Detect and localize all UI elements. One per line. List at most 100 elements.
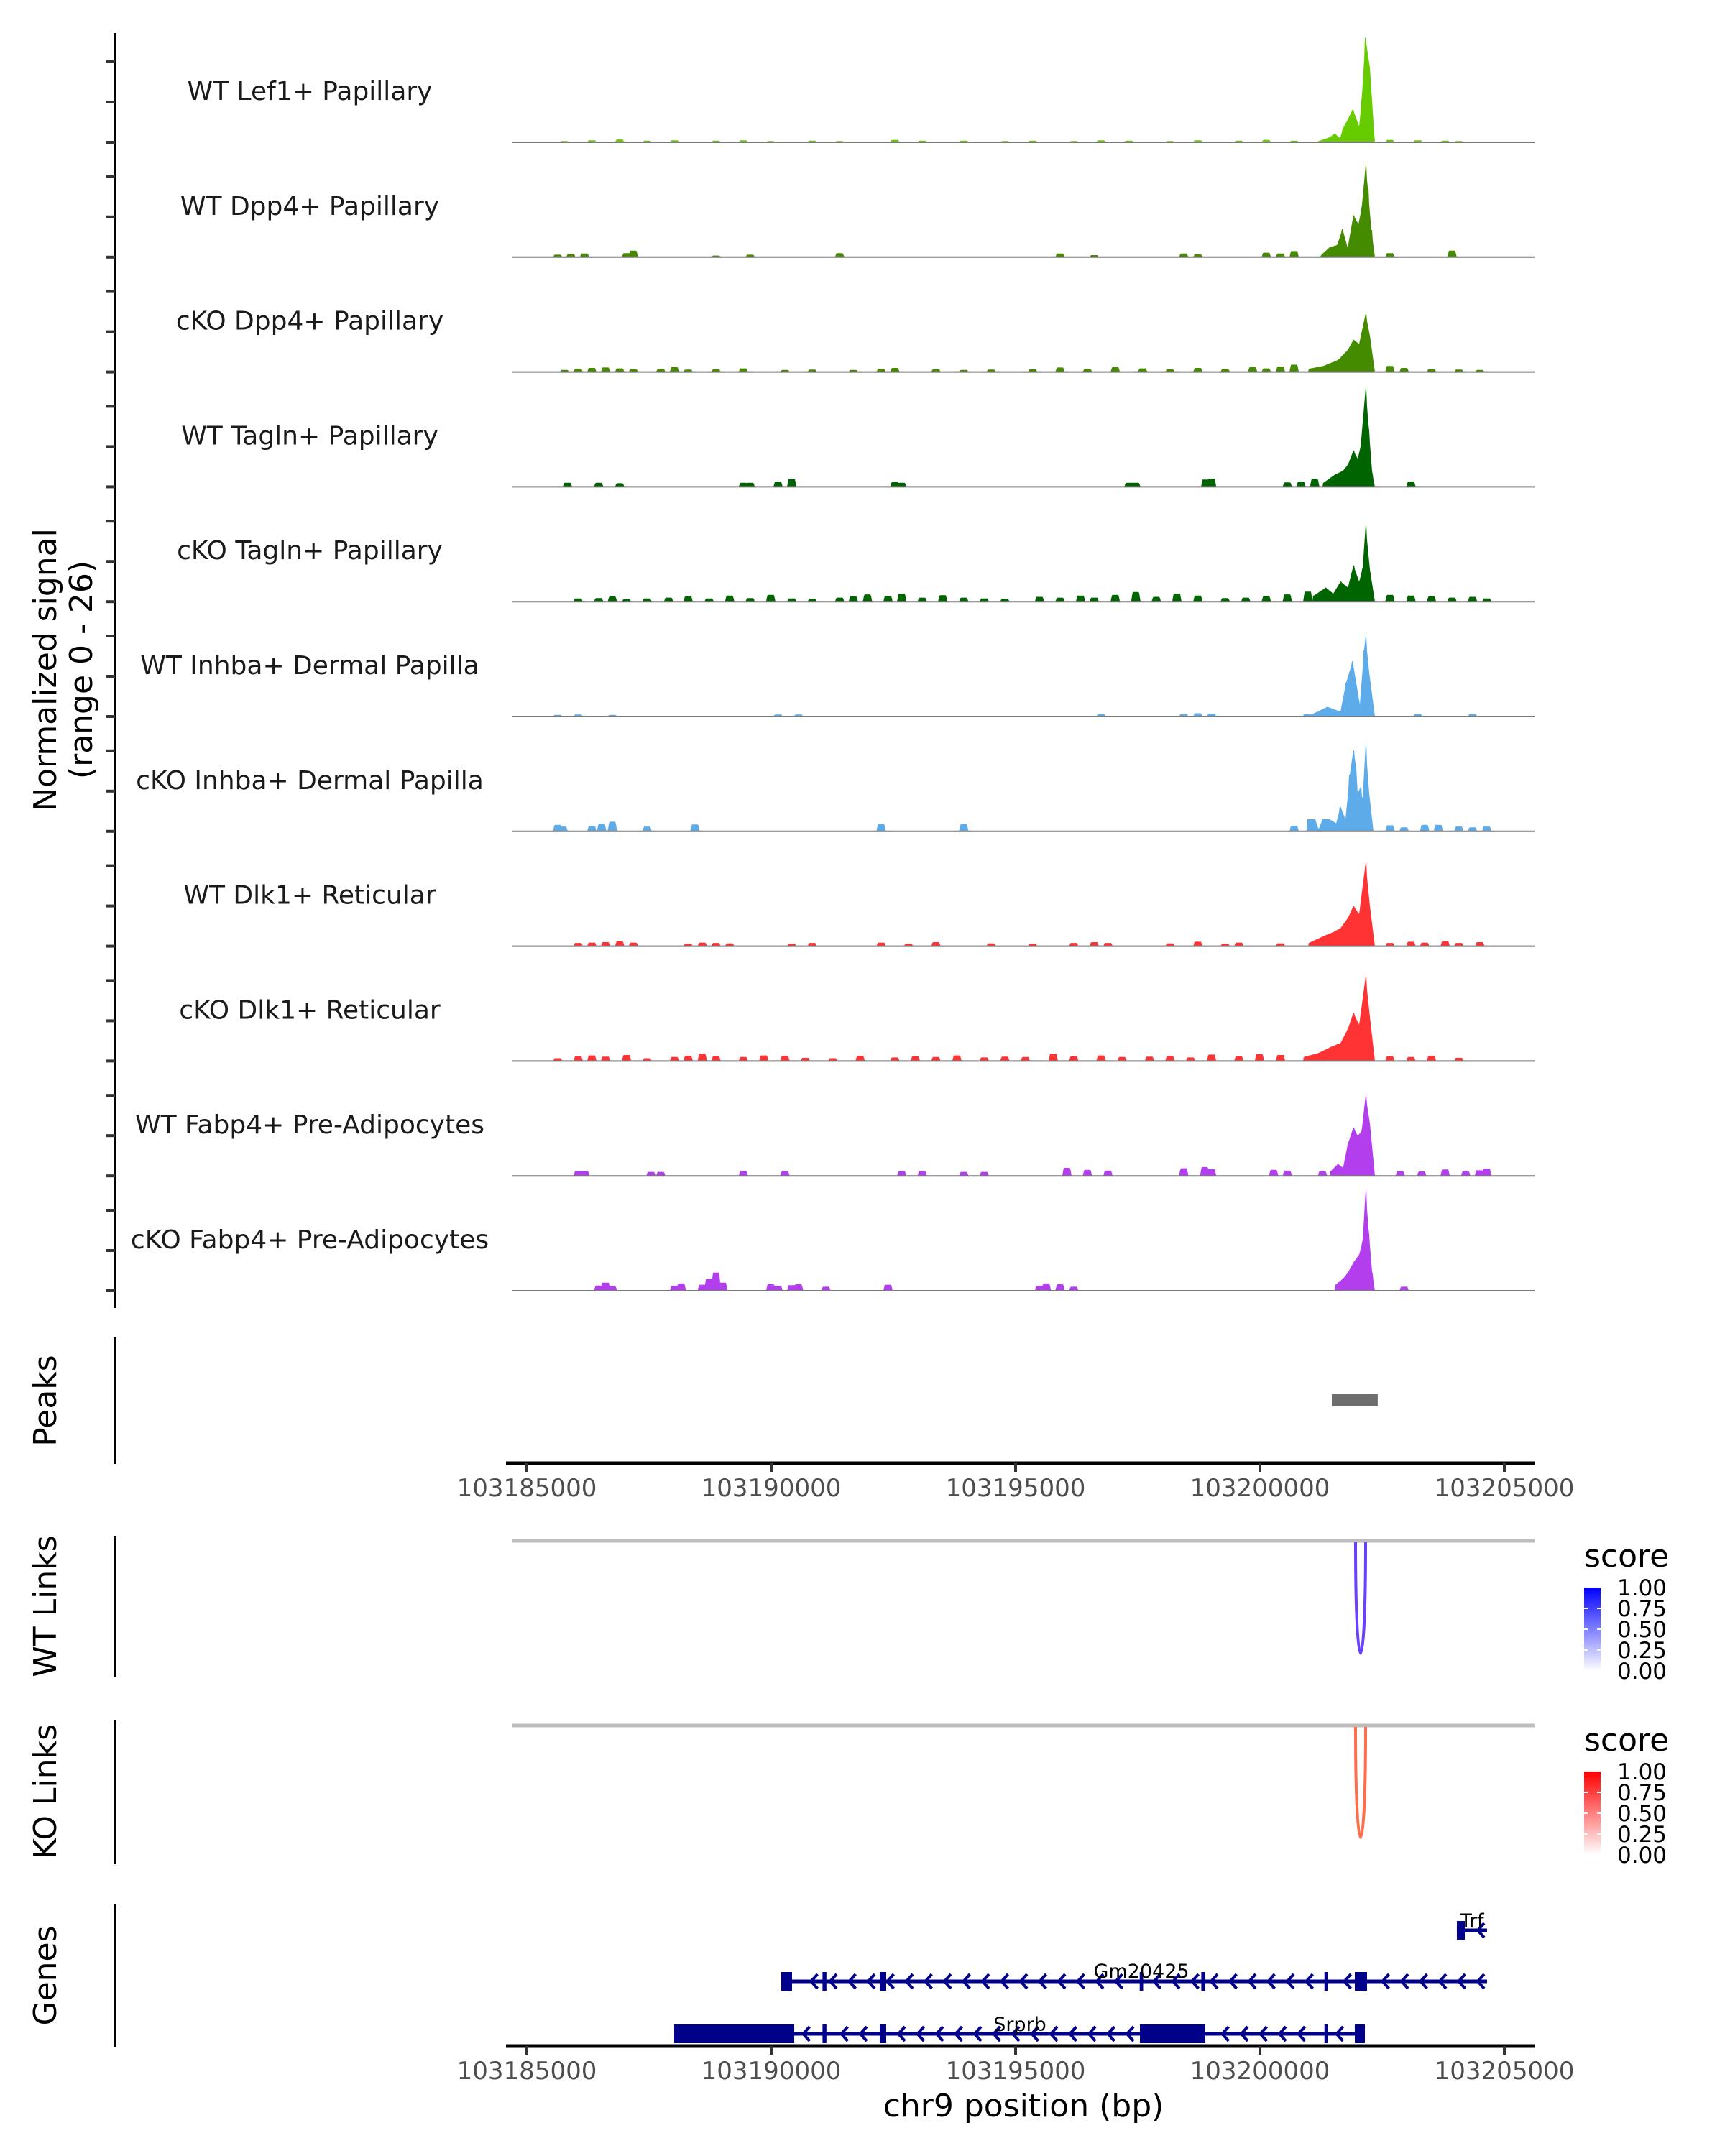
gene-exon [1354,1972,1367,1991]
strand-chevron-icon [1105,2025,1116,2042]
strand-chevron-icon [1380,1973,1390,1990]
legend-tick-label: 1.00 [1617,1759,1667,1785]
strand-chevron-icon [839,2025,849,2042]
x-axis-title: chr9 position (bp) [883,2088,1164,2124]
x-tick-label: 103205000 [1435,2057,1575,2086]
signal-area [512,525,1535,602]
signal-area [512,862,1535,946]
legend-tick-label: 0.00 [1617,1843,1667,1869]
legend-tick-label: 0.75 [1617,1780,1667,1806]
gene-exon [1139,1972,1144,1991]
strand-chevron-icon [1220,2025,1230,2042]
strand-chevron-icon [896,2025,906,2042]
signal-track: WT Inhba+ Dermal Papilla [106,635,1535,718]
strand-chevron-icon [1190,1973,1200,1990]
strand-chevron-icon [858,2025,868,2042]
strand-chevron-icon [801,2025,811,2042]
strand-chevron-icon [866,1973,876,1990]
x-axis-bottom: chr9 position (bp) 103185000 103190000 103… [457,2044,1575,2124]
signal-area [512,37,1535,143]
strand-chevron-icon [885,1973,895,1990]
legend-tick-label: 0.50 [1617,1801,1667,1827]
gene-model: Srprb [674,2014,1365,2043]
strand-chevron-icon [915,2025,925,2042]
x-tick-label: 103205000 [1435,1474,1575,1503]
strand-chevron-icon [1075,1973,1085,1990]
strand-chevron-icon [1285,1973,1295,1990]
signal-area [512,1190,1535,1291]
signal-track: cKO Dpp4+ Papillary [106,290,1535,374]
legend-tick-label: 0.50 [1617,1617,1667,1643]
gene-exon [822,1972,827,1991]
strand-chevron-icon [942,1973,952,1990]
strand-chevron-icon [934,2025,944,2042]
strand-chevron-icon [1296,2025,1306,2042]
signal-area [512,636,1535,717]
strand-chevron-icon [1125,2025,1135,2042]
gene-exon [879,1972,887,1991]
strand-chevron-icon [847,1973,857,1990]
strand-chevron-icon [1476,1973,1486,1990]
signal-track: WT Dpp4+ Papillary [106,165,1535,259]
signal-area [512,976,1535,1061]
legend-tick-label: 1.00 [1617,1575,1667,1601]
peaks-panel: Peaks [27,1337,1378,1464]
legend-colorbar [1584,1772,1601,1855]
strand-chevron-icon [1095,1973,1105,1990]
x-tick-label: 103185000 [457,1474,597,1503]
track-label: cKO Inhba+ Dermal Papilla [136,766,484,796]
links-track-label: WT Links [27,1535,64,1677]
y-axis-title: Normalized signal (range 0 - 26) [27,528,100,811]
strand-chevron-icon [1476,1922,1486,1939]
signal-area [512,165,1535,257]
track-label: cKO Tagln+ Papillary [177,536,443,566]
legend-tick-label: 0.25 [1617,1822,1667,1848]
strand-chevron-icon [972,2025,983,2042]
gene-model: Trf [1456,1910,1487,1940]
strand-chevron-icon [1258,2025,1268,2042]
signal-area [512,388,1535,487]
strand-chevron-icon [1037,1973,1047,1990]
signal-area [512,744,1535,831]
strand-chevron-icon [1057,1973,1067,1990]
strand-chevron-icon [1304,1973,1314,1990]
legend-title: score [1584,1538,1669,1575]
strand-chevron-icon [1011,2025,1021,2042]
peak-region [1331,1394,1378,1406]
strand-chevron-icon [923,1973,933,1990]
strand-chevron-icon [1418,1973,1428,1990]
signal-track: WT Tagln+ Papillary [106,388,1535,489]
strand-chevron-icon [1438,1973,1448,1990]
strand-chevron-icon [904,1973,914,1990]
legend-colorbar [1584,1588,1601,1671]
x-tick-label: 103195000 [946,2057,1086,2086]
signal-track: WT Lef1+ Papillary [106,37,1535,144]
track-label: cKO Fabp4+ Pre-Adipocytes [131,1225,489,1255]
track-label: cKO Dlk1+ Reticular [179,995,441,1025]
legend-tick-label: 0.25 [1617,1638,1667,1664]
strand-chevron-icon [1399,1973,1409,1990]
gene-name-label: Trf [1459,1910,1485,1932]
gene-name-label: Gm20425 [1093,1961,1189,1983]
track-label: WT Fabp4+ Pre-Adipocytes [135,1110,484,1140]
strand-chevron-icon [1209,1973,1219,1990]
track-label: WT Dpp4+ Papillary [180,192,439,221]
gene-exon [1456,1921,1465,1940]
y-axis-title-line2: (range 0 - 26) [63,561,100,779]
x-tick-label: 103185000 [457,2057,597,2086]
legend-tick-label: 0.00 [1617,1659,1667,1685]
peaks-track-label: Peaks [27,1355,64,1446]
signal-tracks: WT Lef1+ Papillary WT Dpp4+ Papillary cKO … [106,33,1535,1308]
signal-track: cKO Tagln+ Papillary [106,520,1535,604]
gene-exon [1354,2024,1365,2043]
track-label: WT Dlk1+ Reticular [183,881,436,911]
genes-panel: Genes Trf Gm20425 Srprb [27,1904,1487,2047]
x-tick-label: 103190000 [702,1474,842,1503]
gene-exon [822,2024,827,2043]
x-axis-top: 103185000 103190000 103195000 103200000 1032… [457,1461,1575,1503]
strand-chevron-icon [1067,2025,1077,2042]
strand-chevron-icon [1087,2025,1097,2042]
